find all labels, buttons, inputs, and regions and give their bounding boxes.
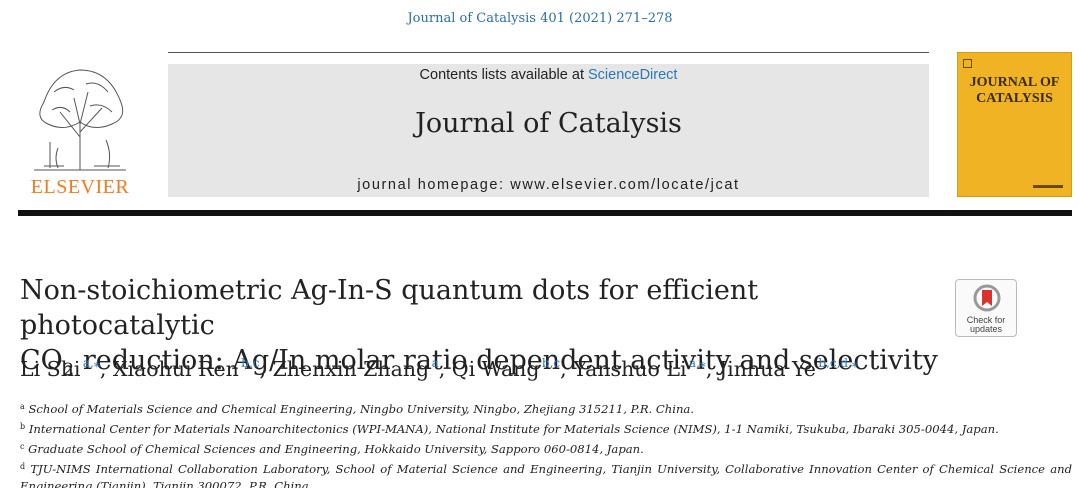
check-updates-line1: Check for	[966, 315, 1006, 325]
publisher-name: ELSEVIER	[30, 176, 130, 198]
contents-line: Contents lists available at ScienceDirec…	[168, 67, 929, 83]
article-title: Non-stoichiometric Ag-In-S quantum dots …	[20, 273, 940, 387]
author-name[interactable]: Xiaohui Ren	[112, 357, 239, 381]
cover-title-line2: CATALYSIS	[976, 91, 1053, 106]
author-affiliation-marks[interactable]: b,c	[238, 356, 260, 370]
journal-cover-thumbnail[interactable]: JOURNAL OF CATALYSIS	[957, 52, 1072, 197]
cover-title-line1: JOURNAL OF	[969, 75, 1060, 90]
elsevier-logo[interactable]: ELSEVIER	[18, 62, 142, 200]
author-name[interactable]: Zhenxin Zhang	[272, 357, 430, 381]
affiliation-mark: b	[20, 422, 26, 431]
check-for-updates-label: Check for updates	[956, 316, 1016, 334]
article-title-line2: CO2 reduction: Ag/In molar ratio depende…	[20, 343, 940, 387]
bookmark-icon	[973, 284, 1001, 312]
author-name[interactable]: Qi Wang	[451, 357, 540, 381]
cover-footer-mark	[1033, 185, 1063, 188]
author-list: Li Shi a,⁎, Xiaohui Ren b,c, Zhenxin Zha…	[20, 356, 858, 381]
journal-homepage-link[interactable]: journal homepage: www.elsevier.com/locat…	[357, 177, 740, 193]
affiliation-text: TJU-NIMS International Collaboration Lab…	[20, 462, 1072, 488]
affiliation-mark: c	[20, 442, 25, 451]
journal-citation[interactable]: Journal of Catalysis 401 (2021) 271–278	[407, 11, 673, 26]
author-name[interactable]: Yanshuo Li	[573, 357, 687, 381]
journal-title: Journal of Catalysis	[415, 108, 682, 139]
top-divider	[168, 52, 929, 53]
author-separator: ,	[705, 357, 719, 381]
affiliation-text: Graduate School of Chemical Sciences and…	[28, 442, 644, 456]
author-name[interactable]: Li Shi	[20, 357, 81, 381]
article-title-line1: Non-stoichiometric Ag-In-S quantum dots …	[20, 275, 759, 341]
author-affiliation-marks[interactable]: a,⁎	[686, 356, 706, 370]
affiliation-text: School of Materials Science and Chemical…	[28, 402, 695, 416]
affiliation-list: a School of Materials Science and Chemic…	[20, 398, 1072, 488]
cover-title: JOURNAL OF CATALYSIS	[958, 75, 1071, 107]
affiliation-mark: a	[20, 402, 25, 411]
affiliation-text: International Center for Materials Nanoa…	[28, 422, 999, 436]
author-affiliation-marks[interactable]: b,c,d,⁎	[815, 356, 858, 370]
journal-masthead: Contents lists available at ScienceDirec…	[168, 64, 929, 197]
title-line2-rest: reduction: Ag/In molar ratio dependent a…	[74, 345, 938, 376]
author-name[interactable]: Jinhua Ye	[718, 357, 816, 381]
author-separator: ,	[259, 357, 273, 381]
check-updates-line2: updates	[969, 324, 1003, 334]
affiliation-b: b International Center for Materials Nan…	[20, 418, 1072, 438]
sciencedirect-link[interactable]: ScienceDirect	[588, 67, 678, 83]
title-subscript: 2	[62, 359, 75, 381]
author-separator: ,	[99, 357, 113, 381]
affiliation-mark: d	[20, 462, 26, 471]
author-affiliation-marks[interactable]: a,⁎	[80, 356, 100, 370]
affiliation-d: d TJU-NIMS International Collaboration L…	[20, 458, 1072, 488]
author-affiliation-marks[interactable]: b,c	[539, 356, 561, 370]
title-co: CO	[20, 345, 63, 376]
affiliation-c: c Graduate School of Chemical Sciences a…	[20, 438, 1072, 458]
author-separator: ,	[438, 357, 452, 381]
tree-icon	[34, 69, 126, 171]
check-for-updates-button[interactable]: Check for updates	[955, 279, 1017, 337]
header-divider	[18, 210, 1072, 216]
affiliation-a: a School of Materials Science and Chemic…	[20, 398, 1072, 418]
contents-prefix: Contents lists available at	[419, 67, 588, 83]
cover-logo-icon	[963, 59, 972, 68]
author-separator: ,	[560, 357, 574, 381]
author-affiliation-marks[interactable]: a	[429, 356, 439, 370]
